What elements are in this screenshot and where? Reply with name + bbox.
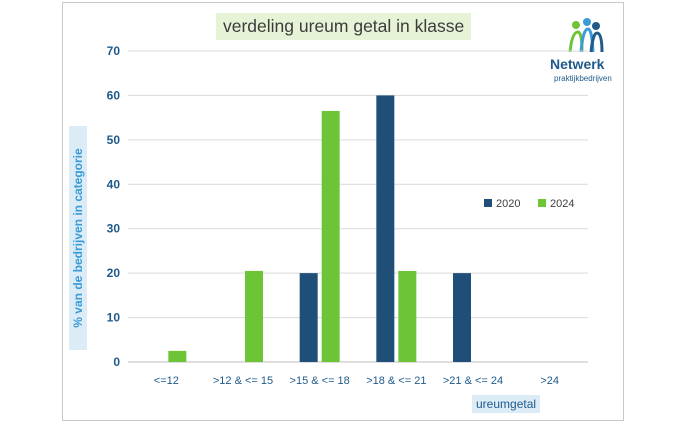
y-tick-label: 30 (107, 222, 121, 236)
x-tick-label: >24 (540, 375, 559, 387)
y-tick-label: 40 (107, 177, 121, 191)
chart-frame (62, 2, 624, 421)
bar-2024 (245, 270, 263, 362)
legend-label-2020: 2020 (496, 198, 520, 210)
legend-swatch-2020 (484, 199, 492, 207)
y-tick-label: 60 (107, 88, 121, 102)
y-tick-label: 50 (107, 133, 121, 147)
chart-title: verdeling ureum getal in klasse (216, 13, 472, 40)
x-tick-label: >18 & <= 21 (366, 375, 426, 387)
bar-2020 (376, 95, 395, 362)
legend-swatch-2024 (538, 199, 546, 207)
y-tick-label: 70 (107, 44, 121, 58)
y-tick-label: 0 (113, 355, 120, 369)
netwerk-logo: Netwerk praktijkbedrijven (546, 16, 624, 86)
x-tick-label: >21 & <= 24 (443, 375, 503, 387)
logo-subtitle: praktijkbedrijven (554, 74, 612, 83)
logo-word: Netwerk (550, 56, 605, 72)
y-axis-label-background (69, 126, 87, 350)
bar-2024 (321, 110, 340, 362)
bar-2020 (299, 273, 318, 362)
x-tick-label: >15 & <= 18 (290, 375, 350, 387)
legend-label-2024: 2024 (550, 198, 574, 210)
y-tick-label: 10 (107, 311, 121, 325)
x-tick-label: <=12 (154, 375, 179, 387)
x-tick-label: >12 & <= 15 (213, 375, 273, 387)
people-icon (568, 18, 604, 53)
bar-2024 (398, 270, 417, 362)
y-tick-label: 20 (107, 266, 121, 280)
bar-2020 (453, 273, 471, 362)
x-axis-label: ureumgetal (472, 395, 541, 413)
bar-2024 (168, 350, 187, 362)
